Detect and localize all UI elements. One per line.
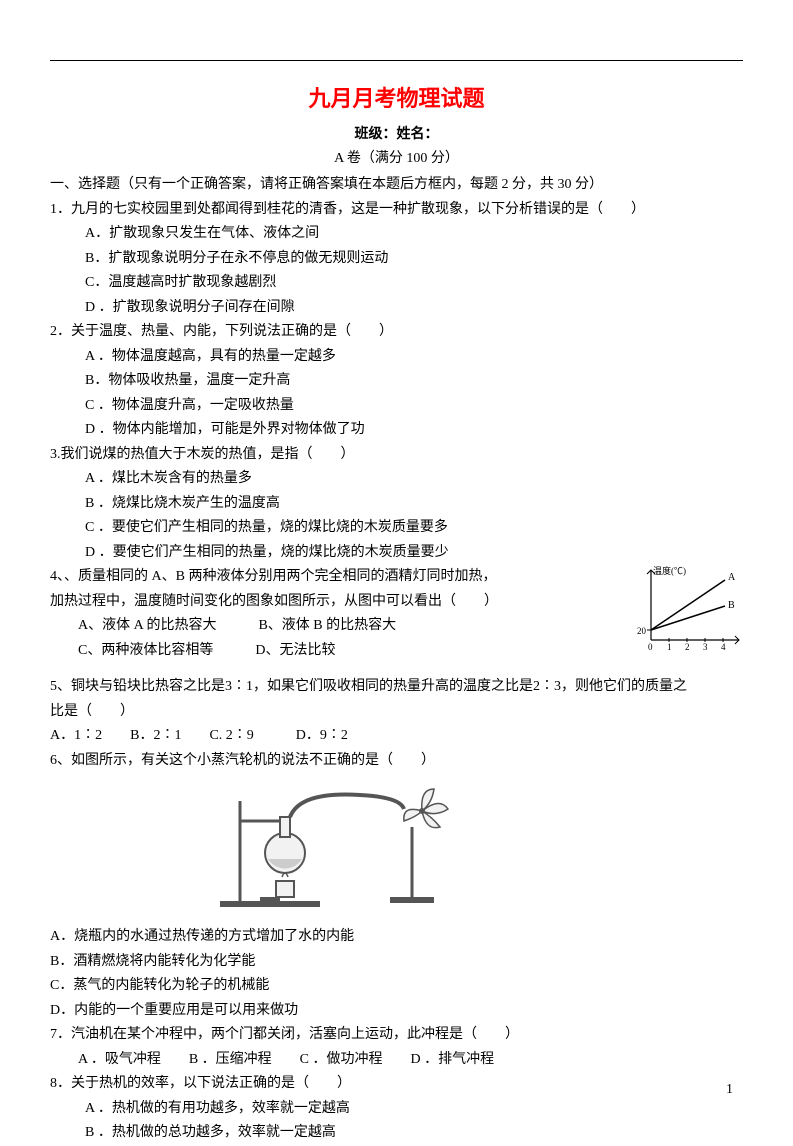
svg-text:2: 2 [685, 642, 690, 652]
q6-optA: A．烧瓶内的水通过热传递的方式增加了水的内能 [50, 925, 743, 950]
q5-line1: 5、铜块与铅块比热容之比是3∶1，如果它们吸收相同的热量升高的温度之比是2∶3，… [50, 675, 743, 700]
q3-optB: B ．烧煤比烧木炭产生的温度高 [50, 492, 743, 517]
temperature-graph: 20 温度(℃) 0 1 2 3 4 A B [633, 564, 745, 654]
q6-stem: 6、如图所示，有关这个小蒸汽轮机的说法不正确的是（ ） [50, 749, 743, 774]
turbine-diagram [190, 781, 470, 917]
q2-stem: 2．关于温度、热量、内能，下列说法正确的是（ ） [50, 320, 743, 345]
svg-text:3: 3 [703, 642, 708, 652]
q6-optD: D．内能的一个重要应用是可以用来做功 [50, 999, 743, 1024]
q6-optB: B．酒精燃烧将内能转化为化学能 [50, 950, 743, 975]
q3-optA: A ．煤比木炭含有的热量多 [50, 467, 743, 492]
section1-header: 一、选择题（只有一个正确答案，请将正确答案填在本题后方框内，每题 2 分，共 3… [50, 173, 743, 198]
paper-label: A 卷（满分 100 分） [50, 147, 743, 167]
q1-optA: A．扩散现象只发生在气体、液体之间 [50, 222, 743, 247]
q3-optD: D ．要使它们产生相同的热量，烧的煤比烧的木炭质量要少 [50, 541, 743, 566]
content-body: 一、选择题（只有一个正确答案，请将正确答案填在本题后方框内，每题 2 分，共 3… [50, 173, 743, 1146]
q2-optB: B．物体吸收热量，温度一定升高 [50, 369, 743, 394]
q8-optA: A ．热机做的有用功越多，效率就一定越高 [50, 1097, 743, 1122]
q8-optB: B ．热机做的总功越多，效率就一定越高 [50, 1121, 743, 1146]
page-number: 1 [726, 1082, 733, 1098]
q8-stem: 8．关于热机的效率，以下说法正确的是（ ） [50, 1072, 743, 1097]
q2-optC: C ．物体温度升高，一定吸收热量 [50, 394, 743, 419]
q3-stem: 3.我们说煤的热值大于木炭的热值，是指（ ） [50, 443, 743, 468]
top-rule [50, 60, 743, 61]
q1-optC: C．温度越高时扩散现象越剧烈 [50, 271, 743, 296]
exam-page: 九月月考物理试题 班级：姓名： A 卷（满分 100 分） 一、选择题（只有一个… [0, 0, 793, 1122]
svg-text:1: 1 [667, 642, 672, 652]
spacer [50, 663, 743, 675]
class-line: 班级：姓名： [50, 123, 743, 143]
svg-text:A: A [728, 572, 736, 583]
q6-optC: C．蒸气的内能转化为轮子的机械能 [50, 974, 743, 999]
q1-stem: 1．九月的七实校园里到处都闻得到桂花的清香，这是一种扩散现象，以下分析错误的是（… [50, 198, 743, 223]
svg-text:4: 4 [721, 642, 726, 652]
q7-stem: 7．汽油机在某个冲程中，两个门都关闭，活塞向上运动，此冲程是（ ） [50, 1023, 743, 1048]
q1-optB: B．扩散现象说明分子在永不停息的做无规则运动 [50, 247, 743, 272]
q2-optA: A ．物体温度越高，具有的热量一定越多 [50, 345, 743, 370]
svg-text:B: B [728, 600, 735, 611]
q1-optD: D ．扩散现象说明分子间存在间隙 [50, 296, 743, 321]
q3-optC: C ．要使它们产生相同的热量，烧的煤比烧的木炭质量要多 [50, 516, 743, 541]
q7-opts: A ．吸气冲程 B ．压缩冲程 C ．做功冲程 D ．排气冲程 [50, 1048, 743, 1073]
y-label: 温度(℃) [653, 565, 686, 576]
y-start: 20 [637, 626, 647, 636]
exam-title: 九月月考物理试题 [50, 81, 743, 113]
q5-opts: A．1∶2 B．2∶1 C. 2∶9 D．9∶2 [50, 724, 743, 749]
svg-text:0: 0 [648, 642, 653, 652]
q5-line2: 比是（ ） [50, 700, 743, 725]
q2-optD: D ．物体内能增加，可能是外界对物体做了功 [50, 418, 743, 443]
